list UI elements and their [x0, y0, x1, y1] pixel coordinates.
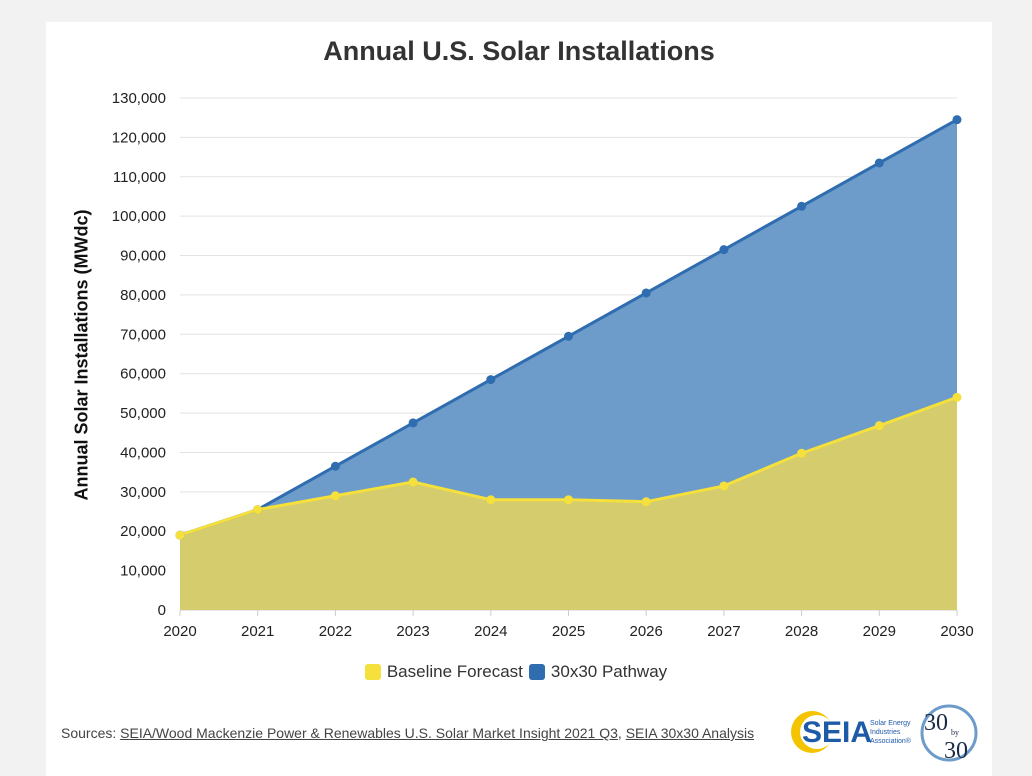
x-tick-label: 2024 — [474, 623, 507, 640]
point-30x30-pathway — [797, 201, 807, 211]
point-baseline-forecast — [874, 421, 884, 431]
point-30x30-pathway — [330, 461, 340, 471]
legend-swatch-pathway — [528, 664, 545, 680]
point-baseline-forecast — [564, 495, 573, 505]
x-tick-label: 2021 — [241, 623, 274, 640]
x-tick-label: 2022 — [319, 623, 352, 640]
legend-label-pathway: 30x30 Pathway — [550, 662, 668, 681]
seia-logo-subtitle-3: Association® — [870, 737, 912, 745]
sources-footer: Sources: SEIA/Wood Mackenzie Power & Ren… — [61, 725, 754, 741]
point-baseline-forecast — [486, 495, 496, 505]
y-tick-label: 70,000 — [120, 326, 166, 343]
x-tick-label: 2026 — [630, 623, 663, 640]
y-tick-label: 90,000 — [120, 248, 166, 265]
legend-item-baseline[interactable]: Baseline Forecast — [364, 662, 523, 682]
point-30x30-pathway — [486, 375, 496, 385]
source-link-wood-mackenzie[interactable]: SEIA/Wood Mackenzie Power & Renewables U… — [120, 725, 618, 741]
series-points — [175, 115, 962, 540]
x-tick-label: 2027 — [707, 623, 740, 640]
series-areas — [180, 119, 957, 611]
point-baseline-forecast — [719, 481, 729, 491]
x-tick-label: 2020 — [163, 623, 196, 640]
point-30x30-pathway — [641, 288, 651, 298]
x-tick-label: 2029 — [863, 623, 896, 640]
thirty-logo-bottom: 30 — [944, 738, 968, 762]
point-baseline-forecast — [797, 448, 807, 458]
source-link-seia-30x30[interactable]: SEIA 30x30 Analysis — [625, 725, 755, 741]
seia-logo-subtitle-1: Solar Energy — [870, 720, 911, 727]
y-tick-label: 110,000 — [113, 169, 166, 186]
x-tick-labels: 2020 2021 2022 2023 2024 2025 2026 2027 2028 2029… — [163, 623, 973, 640]
point-baseline-forecast — [330, 491, 340, 501]
y-tick-label: 60,000 — [120, 366, 166, 383]
thirty-logo-top: 30 — [924, 710, 948, 736]
chart-title: Annual U.S. Solar Installations — [323, 36, 715, 66]
y-tick-label: 20,000 — [120, 523, 166, 540]
y-tick-label: 120,000 — [112, 129, 166, 146]
y-tick-label: 100,000 — [112, 208, 166, 225]
legend-swatch-baseline — [364, 664, 381, 680]
point-30x30-pathway — [719, 245, 729, 255]
legend-item-pathway[interactable]: 30x30 Pathway — [528, 662, 668, 682]
point-30x30-pathway — [564, 331, 573, 341]
y-tick-label: 50,000 — [120, 405, 166, 422]
seia-logo-wordmark: SEIA — [802, 716, 872, 749]
seia-logo: SEIA Solar Energy Industries Association… — [791, 711, 912, 753]
y-tick-label: 40,000 — [120, 444, 166, 461]
point-baseline-forecast — [253, 505, 263, 515]
y-tick-label: 10,000 — [120, 563, 166, 580]
y-tick-labels: 0 10,000 20,000 30,000 40,000 50,000 60,000 70,… — [112, 90, 166, 619]
thirty-logo-ring-icon — [920, 704, 978, 762]
y-tick-label: 30,000 — [120, 484, 166, 501]
point-baseline-forecast — [641, 497, 651, 507]
point-baseline-forecast — [408, 477, 418, 487]
x-tick-label: 2030 — [940, 623, 973, 640]
legend-label-baseline: Baseline Forecast — [386, 662, 523, 681]
sources-separator: , — [617, 725, 626, 741]
sources-label: Sources: — [61, 725, 121, 741]
x-tick-label: 2025 — [552, 623, 585, 640]
y-tick-label: 0 — [158, 602, 166, 619]
point-30x30-pathway — [952, 115, 962, 125]
point-30x30-pathway — [408, 418, 418, 428]
legend: Baseline Forecast 30x30 Pathway — [0, 662, 1032, 682]
x-tick-label: 2028 — [785, 623, 818, 640]
y-tick-label: 130,000 — [112, 90, 166, 107]
x-tick-label: 2023 — [396, 623, 429, 640]
seia-logo-subtitle-2: Industries — [870, 729, 901, 736]
point-baseline-forecast — [175, 530, 185, 540]
thirty-by-thirty-logo: 30 by 30 — [920, 704, 978, 762]
thirty-logo-mid: by — [951, 728, 959, 737]
point-30x30-pathway — [874, 158, 884, 168]
point-baseline-forecast — [952, 392, 962, 402]
y-tick-label: 80,000 — [120, 287, 166, 304]
